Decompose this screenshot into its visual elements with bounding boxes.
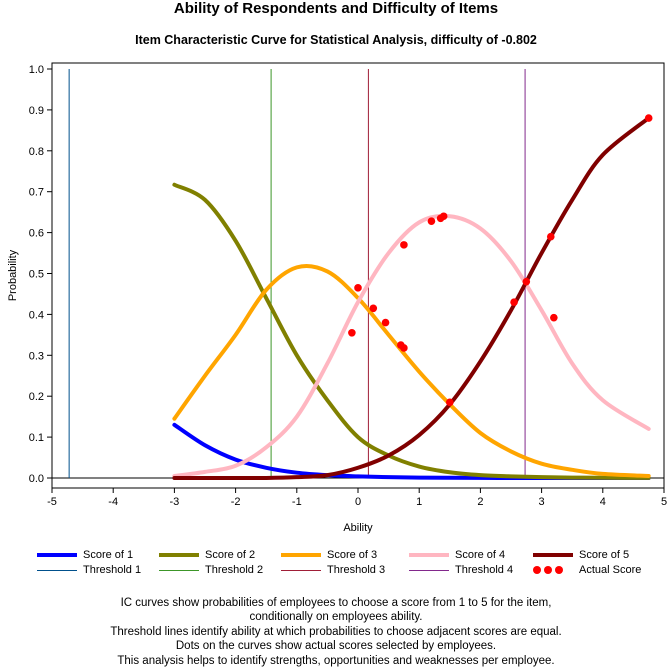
legend: Score of 1 Score of 2 Score of 3 Score of 4… (37, 549, 667, 579)
x-tick-label: 0 (355, 496, 361, 508)
legend-label: Threshold 3 (327, 564, 386, 576)
legend-swatch-line (37, 570, 77, 571)
footnote-line-5: This analysis helps to identify strength… (117, 654, 555, 667)
x-tick-label: 1 (416, 496, 422, 508)
legend-label: Threshold 2 (205, 564, 264, 576)
x-tick-label: -3 (170, 496, 180, 508)
series-line-score-5 (172, 116, 651, 481)
legend-label: Score of 3 (327, 549, 378, 561)
legend-label: Threshold 1 (83, 564, 142, 576)
y-tick-label: 0.4 (29, 309, 44, 321)
footnote-line-3: Threshold lines identify ability at whic… (110, 625, 562, 638)
legend-dot (544, 566, 552, 574)
legend-label: Actual Score (579, 564, 642, 576)
actual-score-point-13 (522, 277, 531, 286)
x-tick-label: -4 (108, 496, 118, 508)
legend-swatch-line (409, 553, 449, 557)
y-tick-label: 0.8 (29, 146, 44, 158)
y-axis-label: Probability (7, 249, 19, 301)
actual-score-point-2 (354, 284, 362, 292)
y-tick-label: 0.1 (29, 432, 44, 444)
y-tick-label: 0.2 (29, 391, 44, 403)
x-tick-label: -5 (47, 496, 57, 508)
legend-label: Threshold 4 (455, 564, 514, 576)
legend-label: Score of 5 (579, 549, 630, 561)
actual-score-point-4 (381, 318, 390, 327)
footnotes: IC curves show probabilities of employee… (0, 596, 672, 668)
chart-subtitle: Item Characteristic Curve for Statistica… (135, 33, 537, 47)
actual-score-point-12 (510, 298, 518, 306)
x-tick-label: 2 (477, 496, 483, 508)
actual-score-point-8 (427, 217, 436, 225)
legend-swatch-line (281, 553, 321, 557)
y-tick-label: 0.3 (29, 350, 44, 362)
footnote-line-1: IC curves show probabilities of employee… (120, 597, 552, 609)
x-axis-label: Ability (343, 522, 373, 534)
x-tick-label: 5 (661, 496, 667, 508)
chart-title: Ability of Respondents and Difficulty of… (173, 0, 499, 17)
actual-score-point-16 (644, 114, 653, 122)
y-tick-label: 0.5 (29, 269, 44, 281)
legend-swatch-dots (533, 566, 567, 575)
legend-label: Score of 2 (205, 549, 256, 561)
actual-score-point-15 (550, 313, 558, 322)
actual-score-point-10 (439, 212, 448, 221)
legend-label: Score of 4 (455, 549, 506, 561)
legend-swatch-line (409, 570, 449, 571)
actual-score-point-1 (348, 329, 356, 337)
y-tick-label: 0.6 (29, 228, 44, 240)
plot-frame (51, 62, 665, 489)
y-tick-label: 0.7 (29, 187, 44, 199)
axes: -5 -4 -3 -2 -1 0 1 2 3 4 5 0.0 0.1 0.2 0.3 0.4 0.5 0.6 0.7… (7, 64, 667, 534)
ic-curve-chart: -5 -4 -3 -2 -1 0 1 2 3 4 5 0.0 0.1 0.2 0.3 0.4 0.5 0.6 0.7… (7, 62, 667, 534)
series-line-score-2 (172, 182, 651, 480)
x-tick-label: -1 (292, 496, 302, 508)
footnote-line-4: Dots on the curves show actual scores se… (175, 640, 497, 653)
y-tick-label: 0.0 (29, 473, 44, 485)
y-tick-label: 1.0 (29, 64, 44, 76)
actual-score-point-6 (400, 344, 408, 352)
plot-area (51, 62, 665, 489)
actual-score-point-14 (546, 232, 555, 241)
x-tick-label: -2 (231, 496, 241, 508)
actual-score-point-3 (369, 304, 378, 313)
x-tick-label: 4 (600, 496, 606, 508)
y-tick-label: 0.9 (29, 105, 44, 117)
legend-swatch-line (281, 570, 321, 571)
series-line-score-3 (172, 263, 651, 478)
legend-swatch-line (159, 570, 199, 571)
legend-label: Score of 1 (83, 549, 134, 561)
series-line-score-4 (172, 213, 651, 478)
legend-dot (533, 566, 541, 574)
x-tick-label: 3 (539, 496, 545, 508)
legend-dot (555, 566, 563, 574)
legend-swatch-line (159, 553, 199, 557)
threshold-lines (68, 69, 526, 478)
actual-score-dots (348, 114, 653, 407)
footnote-line-2: conditionally on employees ability. (249, 611, 423, 624)
legend-swatch-line (533, 553, 573, 557)
score-curves (172, 116, 651, 481)
actual-score-point-7 (400, 241, 408, 249)
actual-score-point-11 (446, 398, 454, 407)
legend-swatch-line (37, 553, 77, 557)
